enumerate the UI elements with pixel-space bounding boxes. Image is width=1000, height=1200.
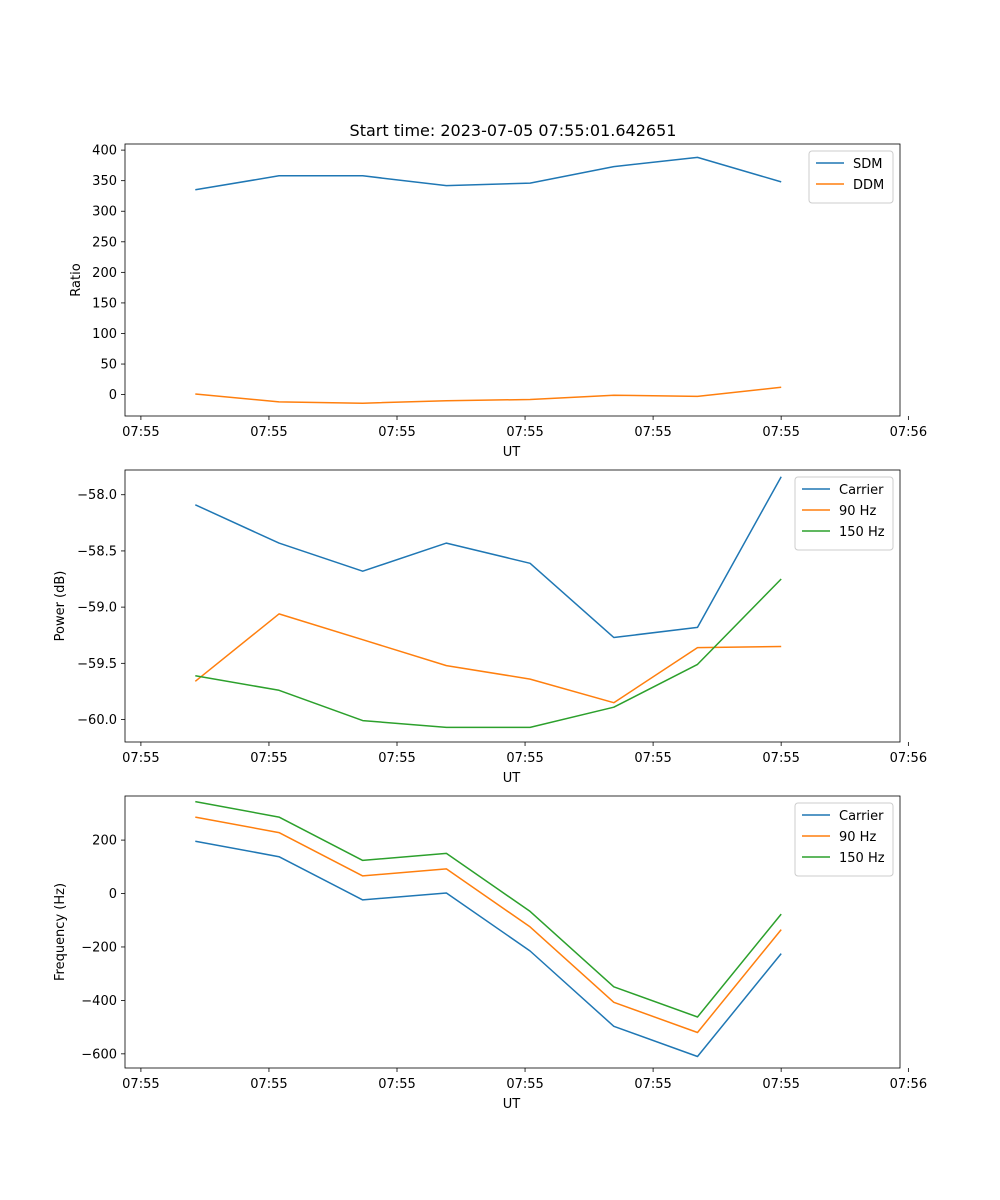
series-line-carrier	[194, 476, 782, 639]
y-tick-label: 0	[109, 887, 117, 902]
y-tick-label: 50	[100, 358, 117, 373]
x-tick-label: 07:55	[378, 425, 415, 440]
y-tick-label: −59.0	[77, 601, 117, 616]
legend-label: 150 Hz	[839, 525, 885, 540]
y-tick-label: −58.0	[77, 488, 117, 503]
y-tick-label: 400	[92, 144, 117, 159]
x-axis-label: UT	[503, 445, 521, 460]
legend-label: Carrier	[839, 483, 884, 498]
y-tick-label: 0	[109, 388, 117, 403]
panel-3: 07:55 07:55 07:55 07:55 07:55 07:55 07:56 −600 −…	[53, 795, 927, 1112]
x-tick-label: 07:55	[378, 1077, 415, 1092]
x-tick-label: 07:55	[250, 425, 287, 440]
y-tick-label: 200	[92, 834, 117, 849]
x-tick-label: 07:55	[122, 751, 159, 766]
x-tick-label: 07:55	[506, 751, 543, 766]
x-tick-label: 07:55	[250, 751, 287, 766]
y-tick-label: −59.5	[77, 657, 117, 672]
y-tick-label: −60.0	[77, 713, 117, 728]
x-axis-label: UT	[503, 771, 521, 786]
chart-panels: 07:55 07:55 07:55 07:55 07:55 07:55 07:56 0 50 10…	[53, 143, 927, 1112]
x-axis-label: UT	[503, 1097, 521, 1112]
legend-label: SDM	[853, 157, 882, 172]
plot-frame	[124, 469, 901, 743]
x-tick-label: 07:55	[122, 425, 159, 440]
panel-2: 07:55 07:55 07:55 07:55 07:55 07:55 07:56 −60.0…	[53, 469, 927, 786]
series-line-carrier	[195, 840, 782, 1058]
plot-frame	[124, 795, 901, 1069]
legend-label: 90 Hz	[839, 504, 876, 519]
y-tick-label: 300	[92, 205, 117, 220]
y-axis-label: Ratio	[69, 263, 84, 296]
x-tick-label: 07:55	[762, 751, 799, 766]
series-line-90-hz	[195, 816, 782, 1034]
x-tick-label: 07:55	[762, 1077, 799, 1092]
y-tick-label: 150	[92, 296, 117, 311]
x-tick-label: 07:55	[250, 1077, 287, 1092]
x-tick-label: 07:55	[378, 751, 415, 766]
legend-label: DDM	[853, 178, 884, 193]
chart-title: Start time: 2023-07-05 07:55:01.642651	[350, 121, 677, 140]
series-line-150-hz	[195, 800, 782, 1018]
y-tick-label: 200	[92, 266, 117, 281]
x-tick-label: 07:56	[890, 1077, 927, 1092]
x-tick-label: 07:56	[890, 425, 927, 440]
y-tick-label: −200	[81, 940, 117, 955]
x-tick-label: 07:55	[506, 425, 543, 440]
x-tick-label: 07:55	[634, 425, 671, 440]
y-tick-label: −600	[81, 1047, 117, 1062]
y-tick-label: 100	[92, 327, 117, 342]
legend-box	[808, 150, 894, 204]
y-tick-label: 350	[92, 174, 117, 189]
plot-frame	[124, 143, 901, 417]
x-tick-label: 07:55	[634, 1077, 671, 1092]
y-tick-label: 250	[92, 235, 117, 250]
x-tick-label: 07:55	[762, 425, 799, 440]
x-tick-label: 07:55	[506, 1077, 543, 1092]
series-line-150-hz	[195, 578, 782, 729]
legend-label: 150 Hz	[839, 851, 885, 866]
series-line-sdm	[195, 156, 782, 191]
y-axis-label: Frequency (Hz)	[53, 883, 68, 981]
legend-label: Carrier	[839, 809, 884, 824]
x-tick-label: 07:55	[634, 751, 671, 766]
y-tick-label: −400	[81, 994, 117, 1009]
series-line-ddm	[195, 386, 782, 404]
panel-1: 07:55 07:55 07:55 07:55 07:55 07:55 07:56 0 50 10…	[69, 143, 927, 460]
x-tick-label: 07:55	[122, 1077, 159, 1092]
y-tick-label: −58.5	[77, 544, 117, 559]
legend: Carrier 90 Hz 150 Hz	[794, 476, 894, 551]
legend-label: 90 Hz	[839, 830, 876, 845]
y-axis-label: Power (dB)	[53, 571, 68, 642]
legend: SDM DDM	[808, 150, 894, 204]
x-tick-label: 07:56	[890, 751, 927, 766]
series-line-90-hz	[194, 613, 782, 704]
legend: Carrier 90 Hz 150 Hz	[794, 802, 894, 877]
